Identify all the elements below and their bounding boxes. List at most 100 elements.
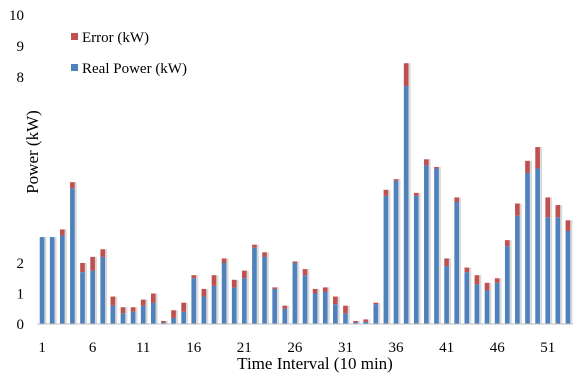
bar-shadow	[327, 287, 330, 324]
bar-shadow	[459, 197, 462, 324]
bar-error	[343, 305, 348, 314]
bar-shadow	[165, 320, 168, 324]
bar-real-power	[221, 263, 227, 324]
bar-error	[434, 166, 439, 169]
legend-swatch-error	[71, 33, 78, 40]
bar-shadow	[378, 302, 381, 324]
y-tick-label: 0	[17, 317, 25, 333]
legend-background	[64, 22, 234, 78]
bar-shadow	[175, 310, 178, 324]
bar-real-power	[161, 322, 166, 324]
x-tick-label: 11	[136, 340, 150, 356]
bar-error	[484, 282, 490, 291]
bar-shadow	[226, 258, 229, 324]
bar-real-power	[191, 278, 197, 324]
bar-real-power	[292, 263, 298, 324]
bar-shadow	[84, 263, 87, 324]
bar-error	[80, 263, 85, 273]
bar-error	[231, 279, 237, 288]
bar-real-power	[525, 173, 530, 324]
y-tick-label: 10	[9, 8, 24, 24]
bar-error	[504, 240, 510, 247]
bar-shadow	[54, 237, 57, 324]
bar-error	[282, 305, 288, 309]
bar-shadow	[469, 267, 472, 324]
bar-real-power	[241, 278, 247, 324]
bar-shadow	[347, 305, 350, 324]
bar-error	[262, 252, 267, 257]
bar-real-power	[373, 304, 379, 324]
bar-error	[403, 63, 409, 87]
bar-shadow	[125, 307, 128, 324]
bar-shadow	[479, 275, 482, 324]
bar-shadow	[307, 269, 310, 324]
bar-shadow	[155, 293, 158, 324]
bar-error	[322, 287, 328, 292]
bar-shadow	[145, 299, 148, 324]
bar-real-power	[474, 284, 480, 324]
bar-error	[171, 310, 176, 318]
bar-error	[413, 192, 419, 196]
y-tick-label: 1	[17, 287, 25, 303]
y-tick-label: 8	[17, 70, 25, 86]
bar-real-power	[464, 272, 470, 324]
bar-real-power	[545, 217, 551, 324]
bar-shadow	[297, 261, 300, 324]
bar-shadow	[388, 189, 391, 324]
bar-error	[333, 296, 338, 305]
bar-error	[191, 275, 197, 279]
bar-error	[221, 258, 227, 263]
legend: Error (kW) Real Power (kW)	[71, 30, 187, 77]
bar-shadow	[418, 192, 421, 324]
bar-shadow	[560, 205, 563, 324]
bar-error	[464, 267, 470, 273]
bar-real-power	[353, 322, 358, 324]
bar-real-power	[70, 188, 75, 324]
x-axis-ticks: 1 6 11 16 21 26 31 36 41 46 51	[38, 340, 555, 356]
bar-shadow	[94, 256, 98, 324]
x-tick-label: 21	[237, 340, 252, 356]
bar-real-power	[363, 321, 368, 324]
bar-error	[201, 288, 207, 297]
bar-shadow	[398, 179, 401, 325]
bar-real-power	[515, 215, 520, 324]
bar-real-power	[110, 305, 116, 324]
bar-error	[181, 302, 186, 312]
bar-shadow	[509, 240, 512, 325]
bar-shadow	[570, 220, 573, 324]
bar-real-power	[393, 180, 399, 324]
bar-error	[474, 275, 480, 285]
bar-shadow	[438, 166, 441, 324]
bar-error	[59, 229, 65, 236]
bar-shadow	[44, 237, 47, 324]
y-axis-ticks: 0 1 2 8 9 10	[9, 8, 24, 333]
bar-shadow	[115, 296, 118, 324]
bar-error	[515, 203, 520, 216]
bar-shadow	[550, 197, 553, 324]
x-axis-title: Time Interval (10 min)	[237, 354, 393, 373]
x-tick-label: 36	[389, 340, 405, 356]
bar-shadow	[74, 182, 77, 324]
bar-error	[90, 256, 95, 271]
bar-shadow	[448, 258, 451, 324]
bar-real-power	[201, 296, 207, 324]
bar-real-power	[535, 168, 540, 324]
bar-error	[150, 293, 156, 303]
bar-real-power	[231, 287, 237, 324]
bar-real-power	[252, 247, 257, 324]
bar-error	[241, 270, 247, 279]
bar-real-power	[59, 235, 65, 324]
bar-shadow	[287, 305, 290, 324]
bar-real-power	[262, 256, 267, 324]
bar-real-power	[403, 86, 409, 324]
bar-real-power	[171, 317, 176, 324]
bar-shadow	[206, 288, 209, 324]
bar-shadow	[105, 249, 108, 324]
bar-shadow	[276, 287, 280, 324]
bar-error	[70, 182, 75, 189]
bar-shadow	[539, 147, 543, 324]
bar-error	[161, 320, 166, 323]
bar-real-power	[434, 168, 439, 324]
